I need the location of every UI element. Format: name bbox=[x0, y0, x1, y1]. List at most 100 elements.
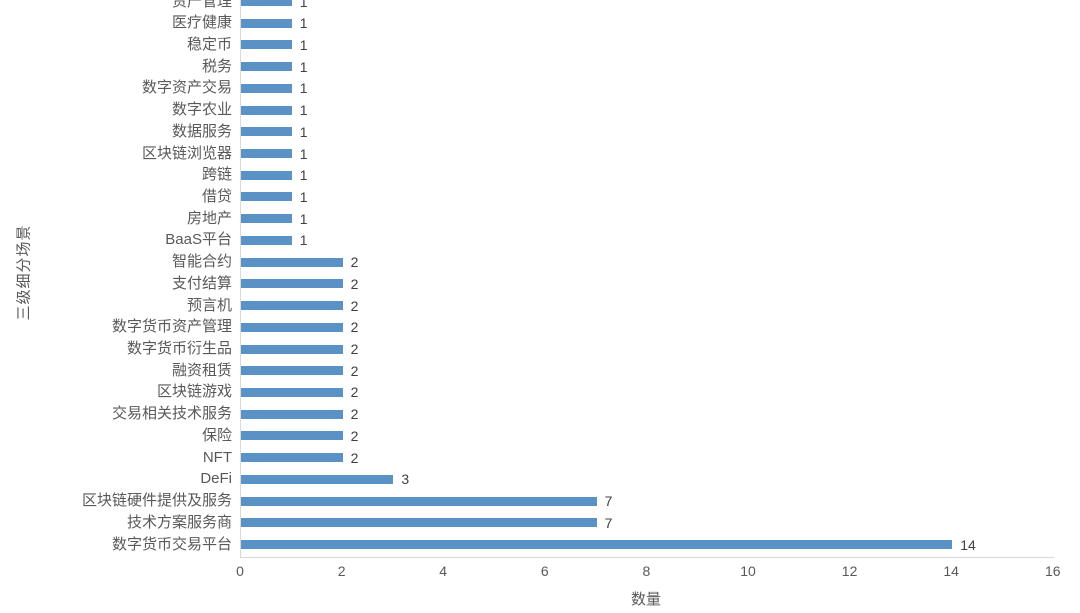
value-label: 1 bbox=[299, 80, 308, 97]
value-label: 1 bbox=[299, 0, 308, 10]
bar-row: DeFi 3 bbox=[0, 468, 1080, 490]
category-label: 数字农业 bbox=[171, 101, 232, 119]
category-label: BaaS平台 bbox=[165, 231, 232, 249]
bar-row: 数字货币衍生品 2 bbox=[0, 338, 1080, 360]
bar bbox=[241, 192, 292, 202]
value-label: 7 bbox=[604, 514, 613, 531]
category-label: DeFi bbox=[200, 470, 232, 488]
bar-row: 数字货币交易平台 14 bbox=[0, 534, 1080, 556]
x-tick-label: 12 bbox=[841, 563, 858, 579]
category-label: NFT bbox=[202, 448, 232, 466]
bar-row: 跨链 1 bbox=[0, 164, 1080, 186]
bar bbox=[241, 431, 343, 441]
bar bbox=[241, 409, 343, 419]
bar-row: 房地产 1 bbox=[0, 208, 1080, 230]
bar-row: 保险 2 bbox=[0, 425, 1080, 447]
category-label: 稳定币 bbox=[186, 35, 232, 53]
bar bbox=[241, 235, 292, 245]
value-label: 1 bbox=[299, 102, 308, 119]
bar bbox=[241, 322, 343, 332]
x-tick-label: 6 bbox=[540, 563, 549, 579]
bar-row: 区块链硬件提供及服务 7 bbox=[0, 490, 1080, 512]
bar bbox=[241, 453, 343, 463]
bar bbox=[241, 279, 343, 289]
category-label: 医疗健康 bbox=[171, 14, 232, 32]
bar-row: 区块链浏览器 1 bbox=[0, 143, 1080, 165]
bar bbox=[241, 127, 292, 137]
bar bbox=[241, 62, 292, 72]
bar-row: 数字资产交易 1 bbox=[0, 77, 1080, 99]
category-label: 交易相关技术服务 bbox=[111, 405, 232, 423]
bar-row: 医疗健康 1 bbox=[0, 12, 1080, 34]
x-tick-label: 8 bbox=[642, 563, 651, 579]
value-label: 2 bbox=[350, 297, 359, 314]
value-label: 1 bbox=[299, 167, 308, 184]
bar bbox=[241, 496, 597, 506]
bar-row: 数据服务 1 bbox=[0, 121, 1080, 143]
value-label: 1 bbox=[299, 58, 308, 75]
bar bbox=[241, 105, 292, 115]
bar-row: BaaS平台 1 bbox=[0, 229, 1080, 251]
bar-row: 融资租赁 2 bbox=[0, 360, 1080, 382]
value-label: 2 bbox=[350, 449, 359, 466]
category-label: 跨链 bbox=[201, 166, 232, 184]
value-label: 1 bbox=[299, 123, 308, 140]
bar bbox=[241, 301, 343, 311]
bar bbox=[241, 387, 343, 397]
bar-row: NFT 2 bbox=[0, 447, 1080, 469]
category-label: 预言机 bbox=[186, 296, 232, 314]
category-label: 区块链浏览器 bbox=[141, 144, 232, 162]
category-label: 资产管理 bbox=[171, 0, 232, 10]
bar bbox=[241, 83, 292, 93]
bar bbox=[241, 149, 292, 159]
bar-row: 技术方案服务商 7 bbox=[0, 512, 1080, 534]
category-label: 数字资产交易 bbox=[141, 79, 232, 97]
bar-row: 区块链游戏 2 bbox=[0, 381, 1080, 403]
bar-row: 预言机 2 bbox=[0, 295, 1080, 317]
value-label: 1 bbox=[299, 188, 308, 205]
bar bbox=[241, 0, 292, 6]
category-label: 税务 bbox=[201, 57, 232, 75]
value-label: 1 bbox=[299, 232, 308, 249]
value-label: 3 bbox=[401, 471, 410, 488]
bar bbox=[241, 257, 343, 267]
category-label: 支付结算 bbox=[171, 274, 232, 292]
x-tick-label: 16 bbox=[1045, 563, 1061, 579]
bar-row: 稳定币 1 bbox=[0, 34, 1080, 56]
value-label: 1 bbox=[299, 36, 308, 53]
category-label: 保险 bbox=[201, 426, 232, 444]
value-label: 2 bbox=[350, 319, 359, 336]
x-tick-label: 2 bbox=[337, 563, 346, 579]
bar-row: 借贷 1 bbox=[0, 186, 1080, 208]
category-label: 技术方案服务商 bbox=[126, 513, 232, 531]
x-tick-label: 14 bbox=[943, 563, 959, 579]
category-label: 融资租赁 bbox=[171, 361, 232, 379]
category-label: 智能合约 bbox=[171, 253, 232, 271]
bar bbox=[241, 518, 597, 528]
bar bbox=[241, 40, 292, 50]
bar-row: 数字货币资产管理 2 bbox=[0, 316, 1080, 338]
value-label: 2 bbox=[350, 362, 359, 379]
x-tick-label: 4 bbox=[439, 563, 448, 579]
category-label: 区块链硬件提供及服务 bbox=[81, 492, 232, 510]
value-label: 2 bbox=[350, 427, 359, 444]
bar-row: 数字农业 1 bbox=[0, 99, 1080, 121]
bar-row: 交易相关技术服务 2 bbox=[0, 403, 1080, 425]
bar bbox=[241, 344, 343, 354]
value-label: 1 bbox=[299, 210, 308, 227]
bar-row: 支付结算 2 bbox=[0, 273, 1080, 295]
bar bbox=[241, 170, 292, 180]
value-label: 2 bbox=[350, 275, 359, 292]
x-axis-title: 数量 bbox=[630, 591, 661, 608]
bar-row: 税务 1 bbox=[0, 56, 1080, 78]
bar bbox=[241, 366, 343, 376]
value-label: 14 bbox=[960, 536, 976, 553]
bar-row: 智能合约 2 bbox=[0, 251, 1080, 273]
category-label: 数字货币资产管理 bbox=[111, 318, 232, 336]
category-label: 区块链游戏 bbox=[156, 383, 232, 401]
bar-row: 资产管理 1 bbox=[0, 0, 1080, 13]
value-label: 2 bbox=[350, 384, 359, 401]
category-label: 房地产 bbox=[186, 209, 232, 227]
